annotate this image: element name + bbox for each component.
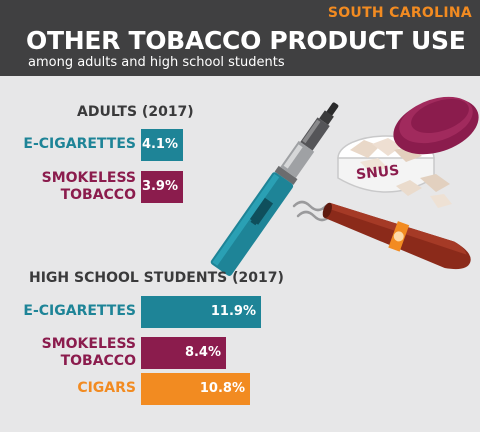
bar	[141, 373, 250, 405]
page-title: OTHER TOBACCO PRODUCT USE	[26, 26, 466, 55]
adults-section-title: ADULTS (2017)	[77, 104, 194, 120]
header-banner: SOUTH CAROLINA OTHER TOBACCO PRODUCT USE…	[0, 0, 480, 76]
vape-pen-icon	[210, 102, 339, 276]
page-subtitle: among adults and high school students	[28, 55, 285, 70]
category-label: SMOKELESS TOBACCO	[41, 336, 136, 369]
bar-value-label: 10.8%	[199, 381, 245, 396]
category-label: E-CIGARETTES	[23, 303, 136, 319]
bar	[141, 296, 261, 328]
snus-label: SNUS	[355, 163, 400, 183]
bar-value-label: 4.1%	[141, 137, 178, 152]
bar	[141, 171, 183, 203]
snus-tin-icon: SNUS	[337, 96, 479, 208]
cigar-icon	[322, 202, 471, 270]
bar-value-label: 8.4%	[184, 345, 221, 360]
category-label: CIGARS	[77, 380, 136, 396]
smoke-icon	[292, 200, 332, 222]
category-label: E-CIGARETTES	[23, 136, 136, 152]
bar	[141, 129, 183, 161]
bar-value-label: 11.9%	[210, 304, 256, 319]
category-label: SMOKELESS TOBACCO	[41, 170, 136, 203]
bar-value-label: 3.9%	[141, 179, 178, 194]
bar	[141, 337, 226, 369]
state-label: SOUTH CAROLINA	[327, 5, 472, 21]
high-school-section-title: HIGH SCHOOL STUDENTS (2017)	[29, 270, 284, 286]
